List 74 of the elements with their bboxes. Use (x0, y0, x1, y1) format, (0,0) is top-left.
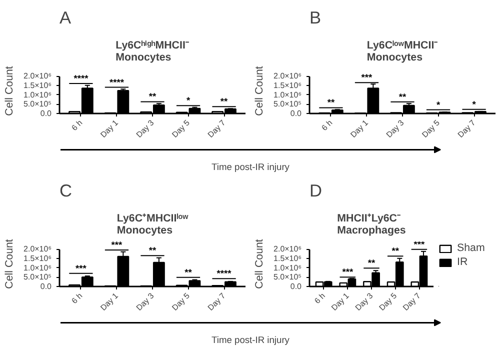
annotation: *** (342, 267, 354, 278)
y-axis-title: Cell Count (3, 239, 16, 289)
chart-subtitle: Ly6CʰⁱᵍʰMHCII⁻ Monocytes (116, 40, 190, 64)
annotation: ** (220, 96, 228, 107)
x-axis-title: Time post-IR injury (212, 335, 290, 346)
x-tick-label: Day 1 (348, 118, 370, 140)
legend-label: IR (457, 256, 469, 268)
y-tick-label: 2.0×10⁶ (24, 72, 52, 80)
y-tick-label: 2.0×10⁶ (274, 72, 302, 80)
annotation: ** (184, 267, 192, 278)
annotation: * (472, 99, 476, 110)
y-tick-label: 1.5×10⁶ (274, 80, 302, 90)
annotation: ** (148, 92, 156, 102)
chart-title: C (60, 180, 72, 200)
x-tick-label: Day 5 (170, 118, 192, 140)
annotation: * (186, 96, 190, 106)
x-tick-label: Day 3 (384, 118, 406, 140)
annotation: *** (111, 240, 123, 250)
annotation: ** (392, 246, 400, 256)
y-tick-label: 1.0×10⁶ (274, 263, 302, 272)
annotation: **** (216, 268, 232, 279)
chart-subtitle: MHCII⁺Ly6C⁻ Macrophages (337, 212, 406, 236)
annotation: ** (148, 246, 156, 256)
x-tick-label: Day 3 (134, 118, 156, 140)
annotation: *** (361, 72, 373, 83)
x-tick-label: Day 3 (354, 290, 376, 312)
x-tick-label: Day 1 (98, 290, 120, 312)
y-tick-label: 0.0 (290, 109, 302, 118)
x-tick-label: Day 7 (401, 290, 423, 312)
x-axis-title: Time post-IR injury (212, 162, 290, 172)
annotation: **** (74, 74, 89, 84)
chart-title: B (310, 8, 322, 28)
annotation: ** (327, 98, 335, 108)
y-axis-title: Cell Count (253, 239, 266, 289)
x-tick-label: 6 h (312, 291, 327, 306)
y-tick-label: 1.5×10⁶ (24, 254, 52, 263)
annotation: ** (398, 92, 406, 102)
chart-subtitle: Ly6C⁺MHCIIˡᵒʷ Monocytes (116, 212, 189, 236)
y-tick-label: 5.0×10⁵ (273, 100, 302, 109)
x-tick-label: Day 5 (420, 118, 442, 140)
y-tick-label: 1.5×10⁶ (274, 254, 302, 263)
y-tick-label: 0.0 (40, 282, 52, 291)
y-tick-label: 1.0×10⁶ (24, 90, 52, 100)
y-tick-label: 1.0×10⁶ (24, 263, 52, 272)
y-tick-label: 5.0×10⁵ (23, 272, 52, 282)
x-tick-label: Day 1 (98, 118, 120, 140)
x-tick-label: Day 1 (330, 290, 352, 312)
y-tick-label: 5.0×10⁵ (23, 100, 52, 109)
chart-subtitle: Ly6CˡᵒʷMHCII⁻ Monocytes (366, 40, 438, 64)
x-tick-label: Day 3 (134, 290, 156, 312)
y-tick-label: 2.0×10⁶ (274, 244, 302, 254)
legend-label: Sham (457, 242, 485, 254)
annotation: * (436, 100, 440, 110)
annotation: ** (368, 258, 376, 268)
x-tick-label: Day 5 (377, 290, 399, 312)
x-tick-label: 6 h (320, 118, 334, 133)
y-tick-label: 1.0×10⁶ (274, 90, 302, 100)
y-tick-label: 0.0 (40, 109, 52, 118)
x-tick-label: 6 h (70, 118, 84, 133)
y-tick-label: 2.0×10⁶ (24, 244, 52, 254)
chart-title: A (60, 8, 72, 28)
annotation: *** (76, 263, 87, 274)
y-tick-label: 0.0 (290, 282, 302, 291)
x-tick-label: Day 7 (206, 290, 228, 312)
chart-title: D (310, 180, 322, 200)
y-tick-label: 1.5×10⁶ (24, 80, 52, 90)
x-tick-label: Day 7 (456, 118, 478, 140)
y-axis-title: Cell Count (3, 66, 16, 116)
annotation: **** (109, 77, 124, 88)
x-tick-label: Day 5 (170, 290, 192, 312)
y-axis-title: Cell Count (253, 66, 266, 116)
x-tick-label: Day 7 (206, 118, 228, 140)
y-tick-label: 5.0×10⁵ (273, 272, 302, 282)
x-tick-label: 6 h (70, 291, 84, 306)
